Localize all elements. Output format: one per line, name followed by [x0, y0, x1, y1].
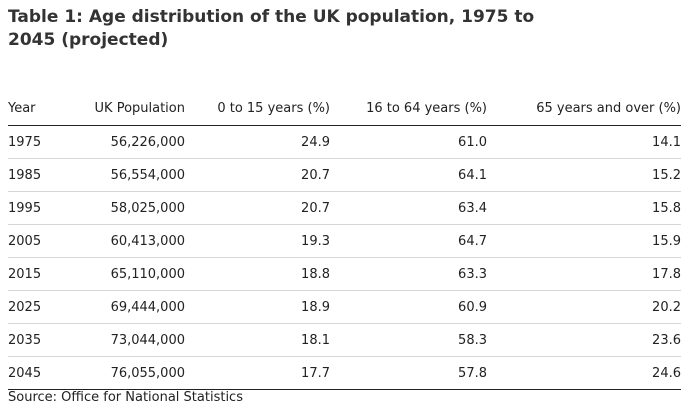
population-cell: 60,413,000: [70, 224, 185, 258]
header-row: Year UK Population 0 to 15 years (%) 16 …: [8, 92, 681, 126]
year-cell: 1985: [8, 158, 70, 192]
age-0-15-cell: 18.8: [185, 257, 330, 291]
age-0-15-cell: 18.1: [185, 323, 330, 357]
year-cell: 2025: [8, 290, 70, 324]
column-header-0-to-15: 0 to 15 years (%): [185, 92, 330, 126]
age-0-15-cell: 19.3: [185, 224, 330, 258]
column-header-16-to-64: 16 to 64 years (%): [330, 92, 487, 126]
table-row: 2025 69,444,000 18.9 60.9 20.2: [8, 290, 681, 324]
table-row: 2005 60,413,000 19.3 64.7 15.9: [8, 224, 681, 258]
year-cell: 2045: [8, 356, 70, 390]
year-cell: 2035: [8, 323, 70, 357]
age-16-64-cell: 57.8: [330, 356, 487, 390]
age-16-64-cell: 64.1: [330, 158, 487, 192]
age-65-plus-cell: 20.2: [487, 290, 681, 324]
table-row: 1995 58,025,000 20.7 63.4 15.8: [8, 191, 681, 225]
population-cell: 73,044,000: [70, 323, 185, 357]
age-65-plus-cell: 14.1: [487, 125, 681, 159]
age-16-64-cell: 61.0: [330, 125, 487, 159]
table-title: Table 1: Age distribution of the UK popu…: [8, 7, 535, 50]
column-header-year: Year: [8, 92, 70, 126]
population-cell: 56,226,000: [70, 125, 185, 159]
age-16-64-cell: 64.7: [330, 224, 487, 258]
age-16-64-cell: 58.3: [330, 323, 487, 357]
table-row: 2015 65,110,000 18.8 63.3 17.8: [8, 257, 681, 291]
source-note: Source: Office for National Statistics: [8, 390, 243, 405]
population-cell: 76,055,000: [70, 356, 185, 390]
population-cell: 58,025,000: [70, 191, 185, 225]
column-header-uk-population: UK Population: [70, 92, 185, 126]
population-cell: 69,444,000: [70, 290, 185, 324]
year-cell: 2005: [8, 224, 70, 258]
age-65-plus-cell: 17.8: [487, 257, 681, 291]
age-65-plus-cell: 15.9: [487, 224, 681, 258]
year-cell: 1975: [8, 125, 70, 159]
age-65-plus-cell: 15.2: [487, 158, 681, 192]
age-0-15-cell: 24.9: [185, 125, 330, 159]
age-65-plus-cell: 24.6: [487, 356, 681, 390]
table-row: 2045 76,055,000 17.7 57.8 24.6: [8, 356, 681, 390]
age-65-plus-cell: 15.8: [487, 191, 681, 225]
age-16-64-cell: 60.9: [330, 290, 487, 324]
age-65-plus-cell: 23.6: [487, 323, 681, 357]
year-cell: 1995: [8, 191, 70, 225]
age-0-15-cell: 20.7: [185, 158, 330, 192]
year-cell: 2015: [8, 257, 70, 291]
column-header-65-and-over: 65 years and over (%): [487, 92, 681, 126]
age-distribution-table: Year UK Population 0 to 15 years (%) 16 …: [8, 92, 681, 390]
age-0-15-cell: 18.9: [185, 290, 330, 324]
population-cell: 56,554,000: [70, 158, 185, 192]
population-cell: 65,110,000: [70, 257, 185, 291]
age-0-15-cell: 20.7: [185, 191, 330, 225]
table-row: 1985 56,554,000 20.7 64.1 15.2: [8, 158, 681, 192]
age-16-64-cell: 63.4: [330, 191, 487, 225]
age-0-15-cell: 17.7: [185, 356, 330, 390]
table-row: 1975 56,226,000 24.9 61.0 14.1: [8, 125, 681, 159]
table-row: 2035 73,044,000 18.1 58.3 23.6: [8, 323, 681, 357]
age-16-64-cell: 63.3: [330, 257, 487, 291]
